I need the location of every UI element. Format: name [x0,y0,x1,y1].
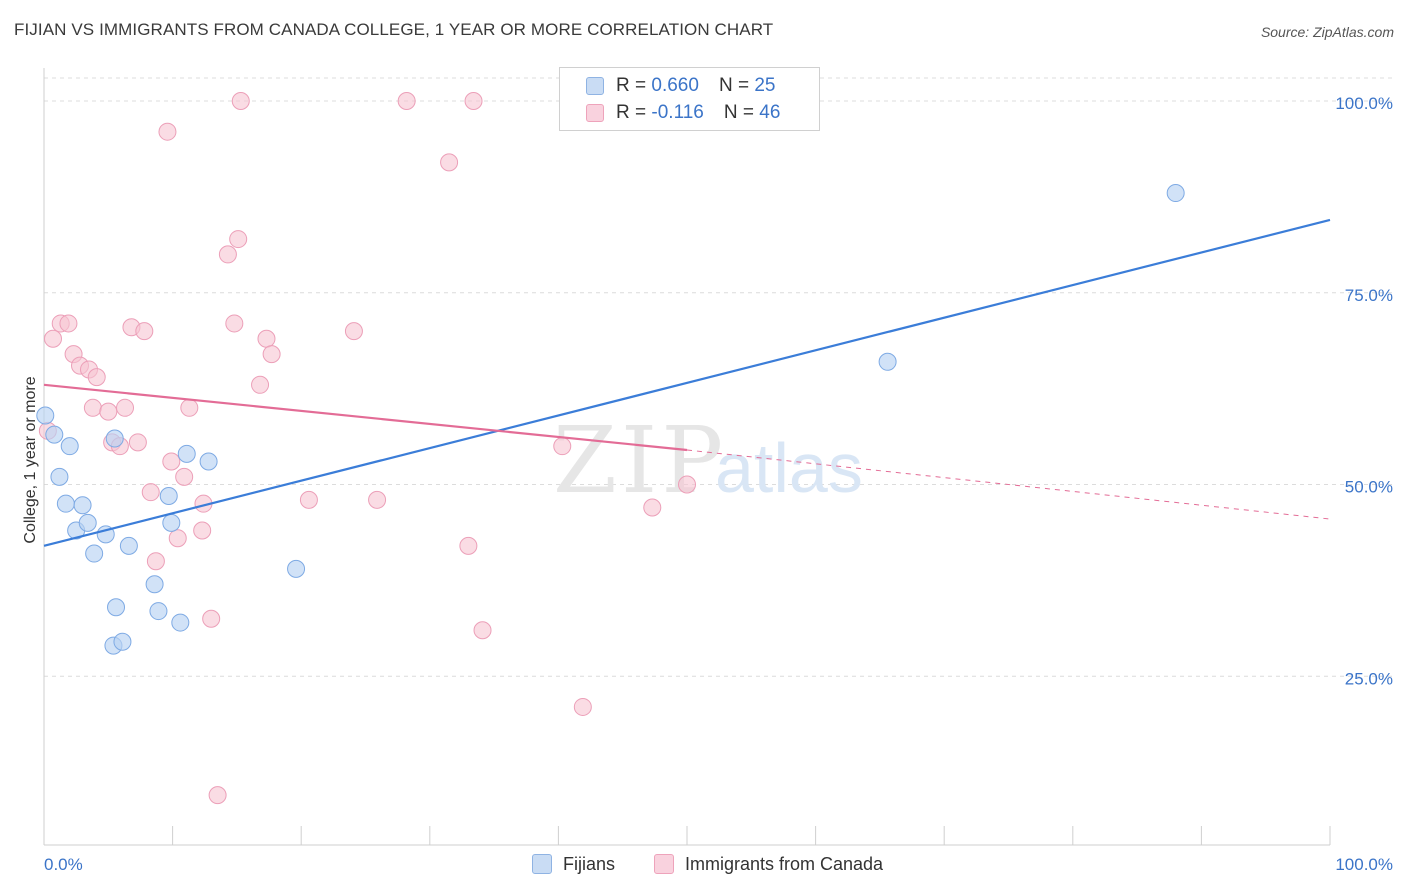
point-canada [168,529,187,548]
chart-title: FIJIAN VS IMMIGRANTS FROM CANADA COLLEGE… [14,20,774,39]
point-fijians [119,536,138,555]
bottom-legend-swatch-canada [654,854,674,874]
point-canada [459,536,478,555]
point-canada [59,314,78,333]
legend-swatch-canada [586,104,604,122]
point-canada [464,92,483,111]
y-tick-label: 100.0% [1335,94,1393,113]
bottom-legend-label-canada: Immigrants from Canada [685,853,884,874]
point-canada [175,467,194,486]
point-fijians [36,406,55,425]
point-fijians [162,513,181,532]
point-canada [158,122,177,141]
point-canada [573,697,592,716]
legend-swatch-fijians [586,77,604,95]
legend-r-label: R = [616,75,647,96]
legend-n-label: N = [723,102,754,123]
correlation-legend: R = 0.660 N = 25 R = -0.116 N = 46 [559,67,820,131]
trendline-canada-extended [686,449,1331,520]
point-canada [231,92,250,111]
y-tick-label: 75.0% [1345,286,1393,305]
source-label: Source: ZipAtlas.com [1260,24,1394,40]
point-fijians [177,444,196,463]
bottom-legend-canada: Immigrants from Canada [654,852,883,876]
point-fijians [45,425,64,444]
point-canada [257,329,276,348]
point-canada [229,230,248,249]
point-canada [44,329,63,348]
point-canada [135,322,154,341]
point-canada [218,245,237,264]
point-fijians [145,575,164,594]
bottom-legend-swatch-fijians [532,854,552,874]
point-canada [146,552,165,571]
point-fijians [56,494,75,513]
y-axis-title: College, 1 year or more [22,376,39,543]
legend-r-label: R = [616,102,647,123]
bottom-legend-fijians: Fijians [532,852,615,876]
legend-n-value-canada: 46 [759,102,781,123]
point-canada [87,368,106,387]
point-fijians [878,352,897,371]
x-tick-label-min: 0.0% [44,855,83,874]
point-fijians [1166,184,1185,203]
legend-n-value-fijians: 25 [754,75,776,96]
point-canada [473,621,492,640]
point-fijians [287,559,306,578]
point-fijians [60,437,79,456]
point-canada [643,498,662,517]
point-canada [99,402,118,421]
point-fijians [73,496,92,515]
point-canada [193,521,212,540]
x-tick-label-max: 100.0% [1335,855,1393,874]
point-canada [251,375,270,394]
point-fijians [107,598,126,617]
point-canada [299,490,318,509]
watermark-atlas: atlas [715,429,863,507]
point-canada [397,92,416,111]
y-tick-label: 25.0% [1345,669,1393,688]
point-canada [553,437,572,456]
point-canada [83,398,102,417]
watermark-zip: ZIP [553,407,727,514]
trendline-fijians [43,218,1331,547]
point-canada [208,786,227,805]
point-fijians [113,632,132,651]
point-canada [128,433,147,452]
bottom-legend-label-fijians: Fijians [563,853,616,874]
point-canada [262,345,281,364]
legend-row-canada: R = -0.116 N = 46 [586,100,780,126]
point-fijians [159,487,178,506]
point-canada [162,452,181,471]
point-canada [440,153,459,172]
legend-row-fijians: R = 0.660 N = 25 [586,73,775,99]
point-fijians [50,467,69,486]
point-fijians [199,452,218,471]
point-fijians [105,429,124,448]
point-canada [141,483,160,502]
point-canada [116,398,135,417]
point-canada [202,609,221,628]
legend-r-value-fijians: 0.660 [651,75,699,96]
point-fijians [149,602,168,621]
point-canada [225,314,244,333]
point-canada [368,490,387,509]
legend-r-value-canada: -0.116 [651,102,704,123]
point-canada [180,398,199,417]
point-fijians [171,613,190,632]
trendline-canada [43,383,688,452]
y-tick-label: 50.0% [1345,478,1393,497]
point-fijians [85,544,104,563]
legend-n-label: N = [718,75,750,96]
point-canada [678,475,696,494]
point-fijians [78,513,97,532]
point-canada [344,322,363,341]
